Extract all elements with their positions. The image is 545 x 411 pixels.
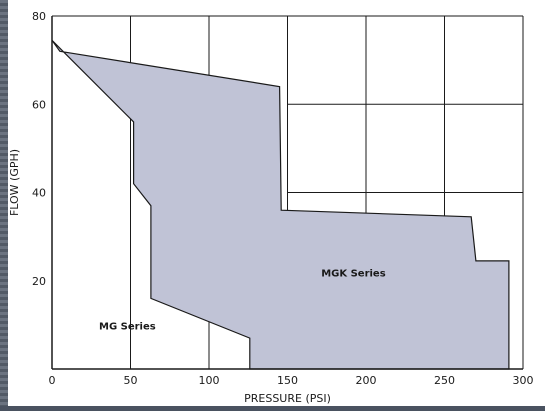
chart-frame: 0 50 100 150 200 250 300 20 40 60 80 MGK Series MG … xyxy=(8,0,545,406)
series-layer xyxy=(51,39,510,370)
x-tick-label-50: 50 xyxy=(124,374,138,387)
x-tick-label-200: 200 xyxy=(356,374,377,387)
x-tick-label-250: 250 xyxy=(434,374,455,387)
series-area-mgk xyxy=(51,39,510,370)
x-tick-label-150: 150 xyxy=(277,374,298,387)
x-tick-label-300: 300 xyxy=(513,374,534,387)
x-tick-label-100: 100 xyxy=(199,374,220,387)
tick-labels: 0 50 100 150 200 250 300 20 40 60 80 xyxy=(32,10,534,387)
y-tick-label-60: 60 xyxy=(32,98,46,111)
annotations: MGK Series MG Series xyxy=(99,268,386,332)
bottom-edge-strip xyxy=(0,406,545,411)
x-tick-label-0: 0 xyxy=(49,374,56,387)
y-tick-label-40: 40 xyxy=(32,187,46,200)
annotation-mgk-series: MGK Series xyxy=(321,268,386,279)
axes xyxy=(51,16,523,370)
y-tick-label-80: 80 xyxy=(32,10,46,23)
flow-pressure-chart: 0 50 100 150 200 250 300 20 40 60 80 MGK Series MG … xyxy=(8,10,534,405)
annotation-mg-series: MG Series xyxy=(99,321,156,332)
y-tick-label-20: 20 xyxy=(32,275,46,288)
left-edge-strip xyxy=(0,0,9,411)
y-axis-label: FLOW (GPH) xyxy=(8,149,21,216)
x-axis-label: PRESSURE (PSI) xyxy=(244,392,331,405)
